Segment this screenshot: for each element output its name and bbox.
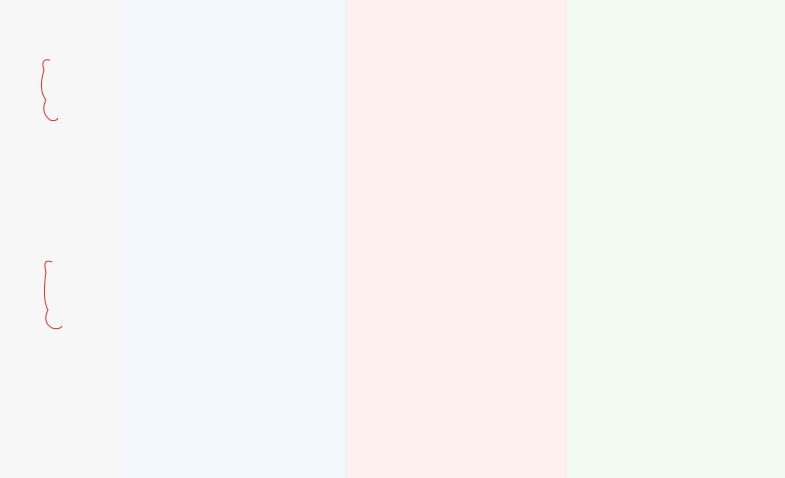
hand-annotation — [40, 59, 63, 330]
